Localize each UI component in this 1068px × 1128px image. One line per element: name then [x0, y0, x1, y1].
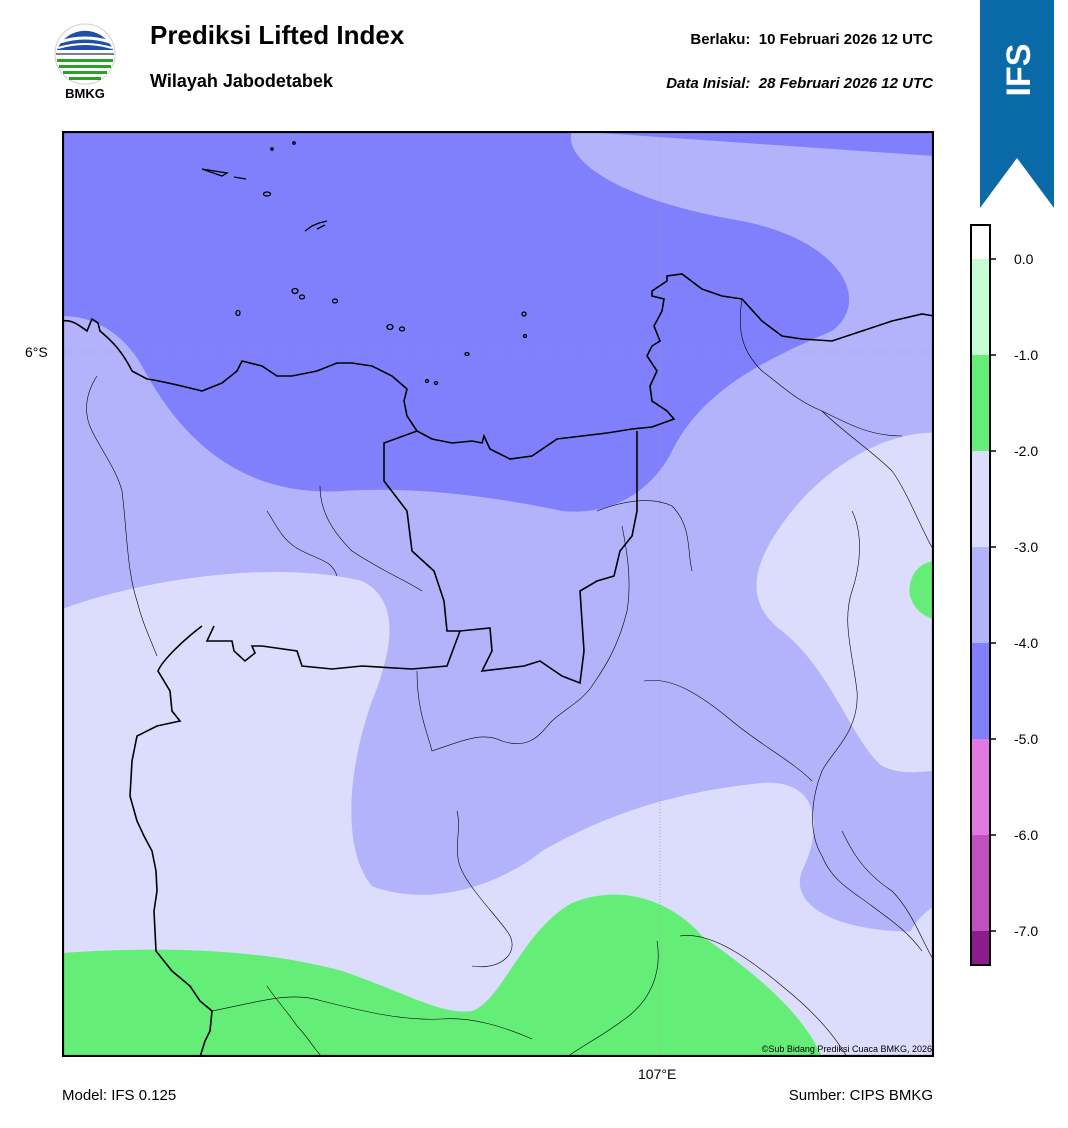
model-ribbon: IFS: [980, 0, 1054, 210]
colorbar-band-8: [971, 931, 990, 965]
logo-text: BMKG: [65, 86, 105, 101]
init-time-label: Data Inisial:: [666, 75, 751, 92]
colorbar-tick-label: -5.0: [1014, 731, 1038, 747]
west-border: [129, 625, 213, 1057]
jakarta-border: [383, 430, 638, 685]
band-minus3-minus2-south: [62, 571, 934, 1057]
colorbar-tick-label: 0.0: [1014, 251, 1034, 267]
colorbar-tick-label: -7.0: [1014, 923, 1038, 939]
islands: [201, 141, 528, 386]
colorbar-tick-label: -1.0: [1014, 347, 1038, 363]
valid-time-value: 10 Februari 2026 12 UTC: [758, 31, 933, 48]
colorbar-frame: [970, 224, 991, 966]
colorbar-band-5: [971, 643, 990, 739]
colorbar-tick-label: -6.0: [1014, 827, 1038, 843]
band-minus3-minus2-east: [756, 432, 934, 773]
band-minus3-minus2-se: [908, 906, 934, 956]
ribbon-label: IFS: [1000, 44, 1038, 97]
coastline: [62, 273, 934, 460]
valid-time-label: Berlaku:: [690, 31, 751, 48]
north-border: [205, 625, 461, 670]
regency-borders: [86, 298, 934, 1057]
colorbar-band-6: [971, 739, 990, 835]
colorbar-band-3: [971, 451, 990, 547]
colorbar-band-0: [971, 225, 990, 259]
colorbar-band-1: [971, 259, 990, 355]
valid-time: Berlaku: 10 Februari 2026 12 UTC: [690, 31, 933, 48]
init-time: Data Inisial: 28 Februari 2026 12 UTC: [666, 75, 933, 92]
source-info: Sumber: CIPS BMKG: [788, 1087, 933, 1104]
colorbar-band-4: [971, 547, 990, 643]
init-time-value: 28 Februari 2026 12 UTC: [758, 75, 933, 92]
colorbar-tick-label: -4.0: [1014, 635, 1038, 651]
map-canvas: [61, 130, 935, 1058]
colorbar-band-2: [971, 355, 990, 451]
colorbar-tick-label: -3.0: [1014, 539, 1038, 555]
colorbar: 0.0 -1.0 -2.0 -3.0 -4.0 -5.0 -6.0 -7.0: [970, 223, 1060, 968]
bmkg-emblem-icon: BMKG: [54, 23, 116, 101]
model-info: Model: IFS 0.125: [62, 1087, 177, 1104]
region-subtitle: Wilayah Jabodetabek: [150, 71, 333, 91]
lifted-index-map: [61, 130, 935, 1058]
map-frame: [61, 130, 935, 1058]
band-minus2-minus1-south: [62, 894, 822, 1057]
band-minus2-minus1-east: [909, 561, 934, 619]
band-lt-minus4: [62, 131, 934, 512]
colorbar-band-7: [971, 835, 990, 931]
page-title: Prediksi Lifted Index: [150, 20, 405, 50]
bmkg-logo: BMKG: [52, 20, 118, 104]
latitude-label: 6°S: [25, 344, 48, 360]
colorbar-canvas: 0.0 -1.0 -2.0 -3.0 -4.0 -5.0 -6.0 -7.0: [970, 224, 1038, 966]
ribbon-shape: [980, 0, 1054, 208]
colorbar-tick-label: -2.0: [1014, 443, 1038, 459]
map-credit: ©Sub Bidang Prediksi Cuaca BMKG, 2026: [761, 1044, 932, 1054]
longitude-label: 107°E: [638, 1066, 677, 1082]
